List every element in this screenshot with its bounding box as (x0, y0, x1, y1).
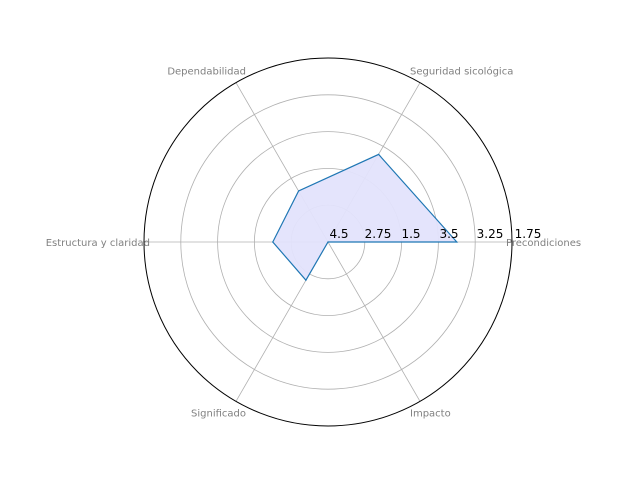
category-label-4: Estructura y claridad (46, 238, 150, 249)
category-label-2: Seguridad sicológica (410, 66, 513, 78)
category-label-3: Dependabilidad (167, 67, 246, 78)
series-1-point-6 (327, 241, 329, 243)
polar-frame (143, 57, 513, 427)
radial-tick-label-4: 3.5 (439, 227, 458, 241)
category-label-5: Significado (191, 408, 246, 419)
radial-tick-label-1: 4.5 (329, 227, 348, 241)
series-1-point-2 (378, 153, 380, 155)
radial-tick-label-2: 2.75 (365, 227, 392, 241)
series-1-point-1 (456, 241, 458, 243)
series-1-point-3 (298, 190, 300, 192)
radial-tick-label-3: 1.5 (401, 227, 420, 241)
series-1-area (272, 154, 457, 281)
category-label-1: Precondiciones (506, 238, 581, 249)
series-1-point-5 (305, 279, 307, 281)
radial-tick-label-6: 1.75 (515, 227, 542, 241)
radial-tick-label-5: 3.25 (477, 227, 504, 241)
grid-spoke-6 (327, 241, 421, 402)
category-label-6: Impacto (410, 408, 451, 419)
series-1-point-4 (272, 241, 274, 243)
